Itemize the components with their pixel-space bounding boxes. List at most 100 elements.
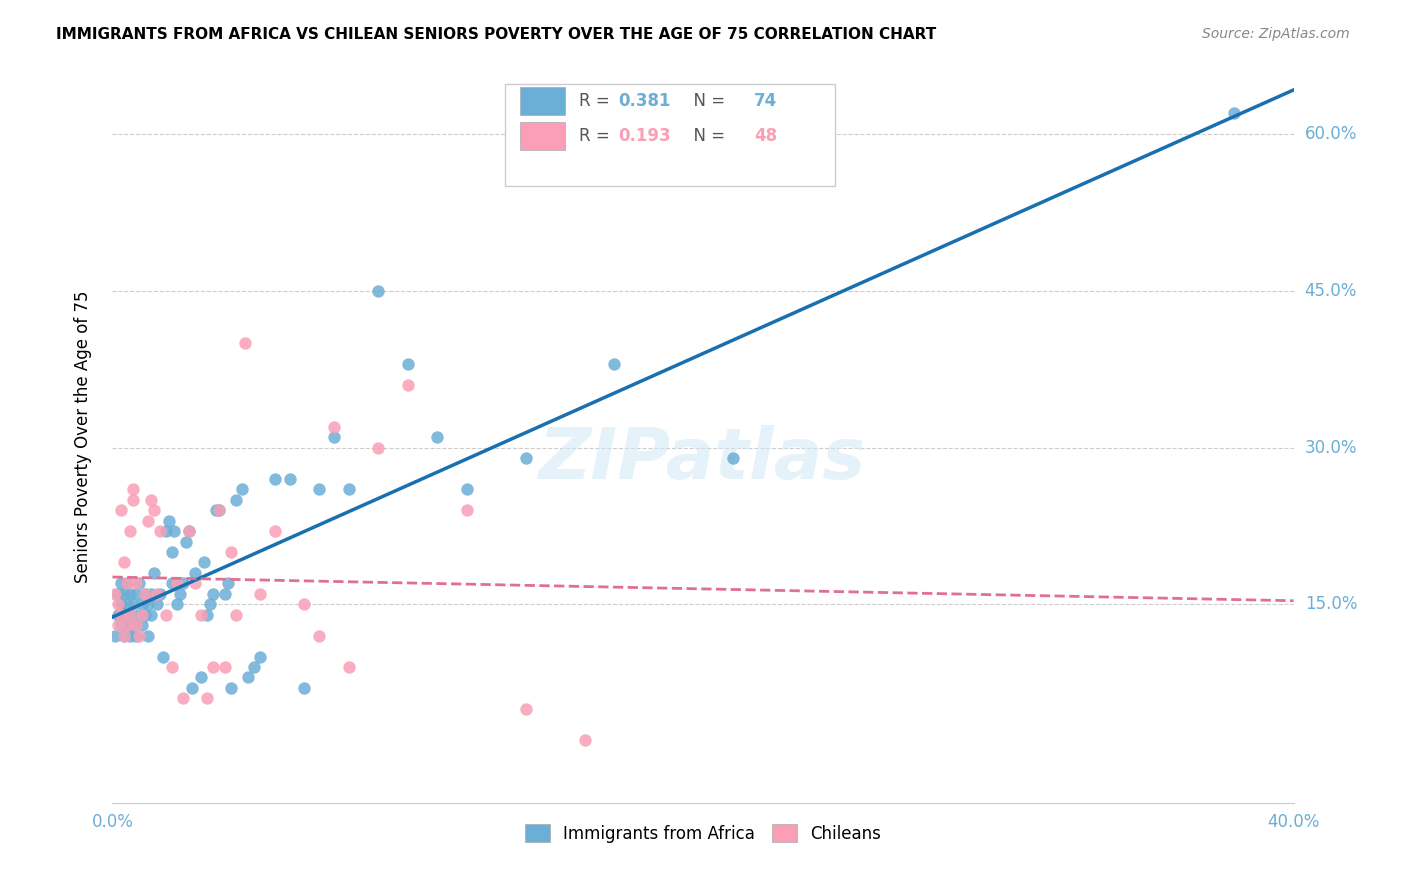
Point bbox=[231, 483, 253, 497]
Point bbox=[238, 670, 260, 684]
Point bbox=[142, 566, 165, 580]
Point bbox=[110, 597, 132, 611]
Text: 30.0%: 30.0% bbox=[1305, 439, 1357, 457]
Point bbox=[249, 649, 271, 664]
Point bbox=[456, 483, 478, 497]
Point bbox=[149, 587, 172, 601]
Point bbox=[112, 556, 135, 570]
Point bbox=[233, 336, 256, 351]
Point bbox=[292, 681, 315, 695]
Point bbox=[110, 576, 132, 591]
Point bbox=[193, 556, 215, 570]
Point bbox=[110, 503, 132, 517]
Point bbox=[136, 597, 159, 611]
Point bbox=[152, 649, 174, 664]
Point bbox=[146, 597, 169, 611]
Point bbox=[112, 587, 135, 601]
Text: 48: 48 bbox=[754, 127, 778, 145]
Point bbox=[110, 607, 132, 622]
Point bbox=[125, 576, 148, 591]
Point bbox=[172, 576, 194, 591]
Point bbox=[134, 607, 156, 622]
Point bbox=[214, 660, 236, 674]
Point bbox=[107, 587, 129, 601]
Point bbox=[131, 597, 153, 611]
Point bbox=[179, 524, 201, 538]
Point bbox=[122, 618, 145, 632]
Point bbox=[264, 524, 287, 538]
Point bbox=[172, 691, 194, 706]
Text: R =: R = bbox=[579, 127, 614, 145]
Point bbox=[146, 587, 169, 601]
Point bbox=[214, 587, 236, 601]
Point bbox=[120, 587, 142, 601]
Point bbox=[169, 587, 191, 601]
Point bbox=[278, 472, 301, 486]
Point bbox=[195, 607, 218, 622]
Point bbox=[396, 377, 419, 392]
Point bbox=[195, 691, 218, 706]
Point bbox=[107, 597, 129, 611]
Point bbox=[249, 587, 271, 601]
Text: 15.0%: 15.0% bbox=[1305, 595, 1357, 614]
Text: 0.381: 0.381 bbox=[619, 93, 671, 111]
Point bbox=[1223, 106, 1246, 120]
Point bbox=[367, 441, 389, 455]
Point bbox=[201, 587, 224, 601]
Point bbox=[174, 534, 197, 549]
Point bbox=[112, 607, 135, 622]
Point bbox=[367, 284, 389, 298]
Point bbox=[219, 681, 242, 695]
Point bbox=[136, 514, 159, 528]
Point bbox=[721, 450, 744, 465]
Point bbox=[104, 587, 127, 601]
Point bbox=[292, 597, 315, 611]
Point bbox=[163, 524, 186, 538]
Point bbox=[574, 733, 596, 747]
Point bbox=[104, 629, 127, 643]
FancyBboxPatch shape bbox=[505, 84, 835, 186]
Point bbox=[107, 618, 129, 632]
Y-axis label: Seniors Poverty Over the Age of 75: Seniors Poverty Over the Age of 75 bbox=[73, 291, 91, 583]
Text: N =: N = bbox=[683, 127, 730, 145]
Point bbox=[208, 503, 231, 517]
Point bbox=[225, 607, 247, 622]
Point bbox=[456, 503, 478, 517]
Point bbox=[117, 597, 138, 611]
Text: ZIPatlas: ZIPatlas bbox=[540, 425, 866, 493]
Point bbox=[125, 587, 148, 601]
Point bbox=[112, 629, 135, 643]
FancyBboxPatch shape bbox=[520, 87, 565, 115]
Point bbox=[117, 576, 138, 591]
Point bbox=[142, 503, 165, 517]
Point bbox=[134, 587, 156, 601]
Text: 60.0%: 60.0% bbox=[1305, 125, 1357, 143]
Point bbox=[110, 618, 132, 632]
Point bbox=[112, 629, 135, 643]
Text: N =: N = bbox=[683, 93, 730, 111]
Text: 45.0%: 45.0% bbox=[1305, 282, 1357, 300]
Point bbox=[181, 681, 204, 695]
Point bbox=[219, 545, 242, 559]
Point bbox=[134, 587, 156, 601]
Point bbox=[515, 450, 537, 465]
Point bbox=[201, 660, 224, 674]
Point bbox=[117, 576, 138, 591]
Point bbox=[139, 607, 162, 622]
Point bbox=[166, 576, 188, 591]
Point bbox=[426, 430, 449, 444]
Point bbox=[155, 607, 177, 622]
Text: IMMIGRANTS FROM AFRICA VS CHILEAN SENIORS POVERTY OVER THE AGE OF 75 CORRELATION: IMMIGRANTS FROM AFRICA VS CHILEAN SENIOR… bbox=[56, 27, 936, 42]
Point bbox=[139, 587, 162, 601]
Point bbox=[337, 660, 360, 674]
Point bbox=[323, 430, 346, 444]
Point bbox=[117, 618, 138, 632]
Point bbox=[155, 524, 177, 538]
Point bbox=[337, 483, 360, 497]
Point bbox=[184, 566, 207, 580]
Point bbox=[179, 524, 201, 538]
Point bbox=[120, 629, 142, 643]
Point bbox=[160, 545, 183, 559]
Point bbox=[120, 524, 142, 538]
Text: 74: 74 bbox=[754, 93, 778, 111]
